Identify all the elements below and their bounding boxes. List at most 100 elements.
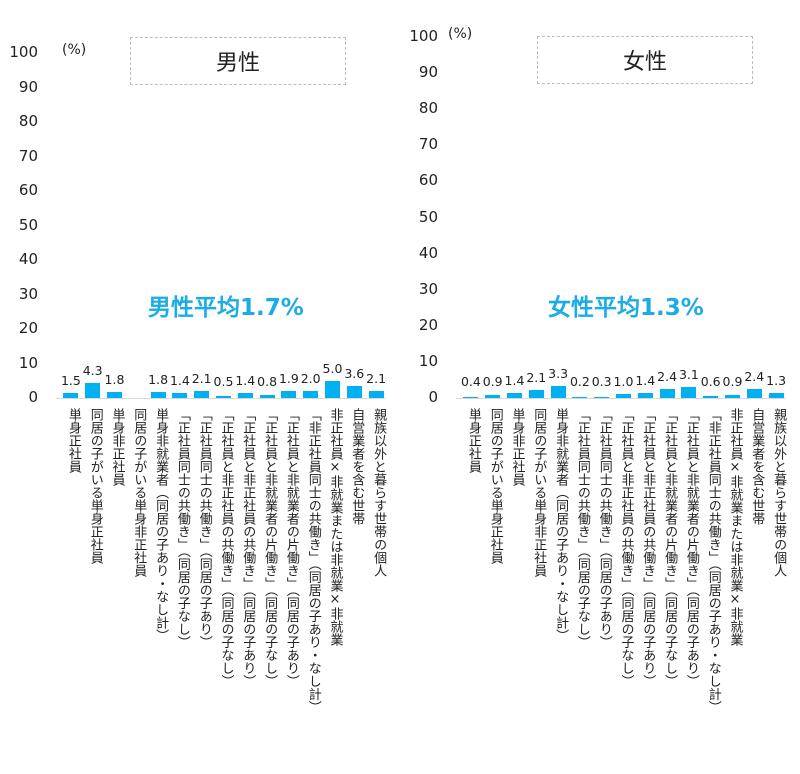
category-label: 「非正社員同士の共働き」（同居の子あり・なし計） [305, 408, 321, 714]
bar [725, 394, 740, 398]
bar [259, 395, 275, 398]
bar [172, 393, 188, 398]
category-label: 親族以外と暮らす世帯の個人 [771, 408, 787, 577]
category-label: 単身非就業者（同居の子あり・なし計） [553, 408, 569, 642]
bar-value-label: 1.9 [278, 371, 299, 387]
category-label: 「正社員と非正社員の共働き」（同居の子なし） [218, 408, 234, 688]
y-tick-label: 10 [418, 351, 438, 370]
y-tick-label: 50 [18, 215, 38, 234]
male-chart-title: 男性 [130, 37, 346, 85]
bar-value-label: 2.0 [300, 371, 321, 387]
bar-value-label: 0.2 [569, 374, 590, 389]
y-tick-label: 70 [418, 135, 438, 154]
category-label: 自営業者を含む世帯 [749, 408, 765, 525]
bar-value-label: 1.8 [104, 371, 125, 387]
bar [368, 390, 384, 398]
y-tick-label: 40 [418, 243, 438, 262]
bar-value-label: 3.3 [548, 366, 569, 382]
y-tick-label: 80 [18, 112, 38, 130]
category-label: 単身正社員 [465, 408, 481, 473]
bar [594, 396, 610, 398]
category-label: 「正社員と非正社員の共働き」（同居の子あり） [240, 408, 256, 688]
female-chart-title: 女性 [537, 36, 753, 84]
category-label: 単身非正社員 [509, 408, 525, 486]
category-label: 「正社員同士の共働き」（同居の子なし） [574, 408, 590, 649]
y-tick-label: 40 [18, 250, 38, 268]
female-average-annotation: 女性平均1.3% [548, 295, 704, 321]
female-baseline [456, 398, 786, 399]
bar-value-label: 1.0 [613, 374, 634, 389]
category-label: 非正社員×非就業または非就業×非就業 [327, 408, 343, 646]
y-tick-label: 90 [18, 77, 38, 96]
bar-value-label: 1.8 [148, 371, 169, 387]
category-label: 「正社員と非正社員の共働き」（同居の子あり） [640, 408, 656, 688]
bar [107, 391, 122, 398]
bar [281, 391, 297, 398]
bar-value-label: 2.4 [657, 369, 678, 385]
female-unit-label: (%) [448, 26, 473, 42]
y-tick-label: 30 [18, 284, 38, 303]
bar-value-label: 3.1 [678, 366, 699, 382]
category-label: 非正社員×非就業または非就業×非就業 [727, 408, 743, 646]
category-label: 「正社員と非就業者の片働き」（同居の子なし） [662, 408, 678, 688]
y-tick-label: 0 [28, 388, 38, 406]
category-label: 「正社員と非就業者の片働き」（同居の子なし） [262, 408, 278, 688]
bar [703, 395, 719, 398]
bar [85, 383, 101, 398]
category-label: 単身非正社員 [109, 408, 125, 486]
y-tick-label: 10 [18, 353, 38, 372]
bar [616, 394, 631, 398]
category-label: 「正社員同士の共働き」（同居の子なし） [174, 408, 190, 649]
bar [550, 386, 566, 398]
bar-value-label: 0.6 [700, 374, 721, 389]
y-tick-label: 100 [409, 27, 438, 45]
bar [637, 392, 653, 398]
bar-value-label: 2.1 [191, 370, 212, 386]
bar-value-label: 0.5 [213, 374, 234, 389]
category-label: 「正社員と非就業者の片働き」（同居の子あり） [683, 408, 699, 688]
category-label: 同居の子がいる単身非正社員 [531, 408, 547, 577]
category-label: 「正社員同士の共働き」（同居の子あり） [596, 408, 612, 649]
bar-value-label: 1.4 [235, 373, 256, 389]
bar [528, 390, 544, 398]
bar [681, 386, 697, 398]
bar [150, 391, 166, 398]
bar [237, 393, 253, 398]
bar-value-label: 4.3 [82, 363, 103, 379]
bar [746, 389, 762, 398]
bar-value-label: 1.4 [169, 373, 190, 389]
y-tick-label: 50 [418, 207, 438, 226]
bar-value-label: 0.3 [591, 374, 612, 389]
category-label: 親族以外と暮らす世帯の個人 [371, 408, 387, 577]
category-label: 単身正社員 [65, 408, 81, 473]
y-tick-label: 80 [418, 99, 438, 118]
y-tick-label: 30 [418, 279, 438, 298]
category-label: 「非正社員同士の共働き」（同居の子あり・なし計） [705, 408, 721, 714]
category-label: 同居の子がいる単身非正社員 [131, 408, 147, 577]
male-baseline [56, 398, 386, 399]
category-label: 「正社員と非正社員の共働き」（同居の子なし） [618, 408, 634, 688]
bar-value-label: 2.1 [526, 370, 547, 386]
bar [325, 380, 340, 398]
bar-value-label: 1.5 [60, 372, 81, 388]
bar [572, 396, 588, 398]
category-label: 同居の子がいる単身正社員 [487, 408, 503, 564]
bar-value-label: 3.6 [344, 365, 365, 381]
bar-value-label: 1.4 [504, 372, 525, 388]
y-tick-label: 70 [18, 146, 38, 165]
category-label: 単身非就業者（同居の子あり・なし計） [153, 408, 169, 642]
y-tick-label: 60 [18, 181, 38, 199]
bar-value-label: 0.9 [482, 374, 503, 389]
bar [63, 392, 79, 398]
y-tick-label: 90 [418, 63, 438, 82]
bar [463, 396, 479, 398]
bar [507, 392, 522, 398]
category-label: 「正社員同士の共働き」（同居の子あり） [196, 408, 212, 649]
bar-value-label: 0.8 [257, 374, 278, 389]
category-label: 「正社員と非就業者の片働き」（同居の子あり） [283, 408, 299, 688]
female-chart-panel: 100 90 80 70 60 50 40 30 20 10 0 (%) 女性 女性平均1.3% 0… [400, 0, 800, 774]
bar [485, 394, 501, 398]
bar-value-label: 0.9 [722, 374, 743, 389]
bar [768, 393, 784, 398]
bar-value-label: 1.4 [635, 372, 656, 388]
